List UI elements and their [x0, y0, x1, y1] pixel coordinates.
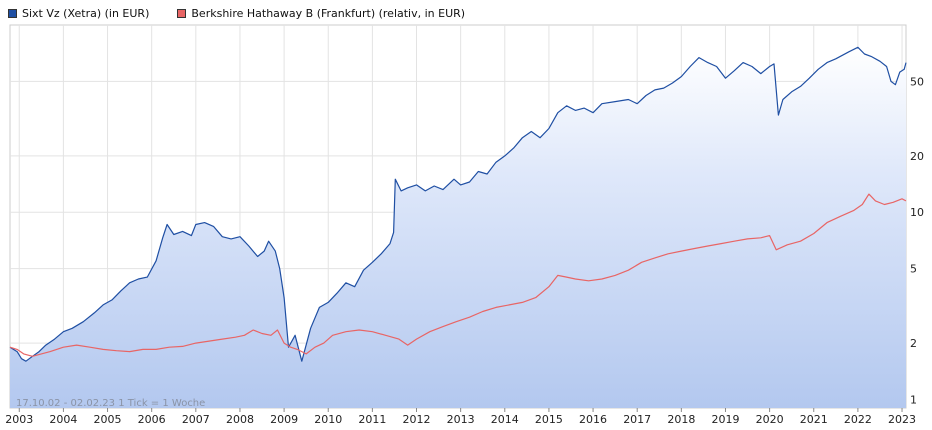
footer-note: 17.10.02 - 02.02.23 1 Tick = 1 Woche: [16, 398, 205, 409]
x-tick-label: 2013: [447, 413, 475, 426]
x-tick-label: 2023: [888, 413, 916, 426]
x-tick-label: 2020: [756, 413, 784, 426]
legend-item-berkshire[interactable]: Berkshire Hathaway B (Frankfurt) (relati…: [177, 7, 465, 20]
legend-label-sixt: Sixt Vz (Xetra) (in EUR): [22, 7, 150, 20]
x-tick-label: 2005: [94, 413, 122, 426]
x-axis: 2003 2004 2005 2006 2007 2008 2009 2010 2011 2012…: [5, 408, 916, 426]
legend-label-berkshire: Berkshire Hathaway B (Frankfurt) (relati…: [191, 7, 466, 20]
legend: Sixt Vz (Xetra) (in EUR) Berkshire Hatha…: [8, 7, 465, 20]
legend-item-sixt[interactable]: Sixt Vz (Xetra) (in EUR): [8, 7, 149, 20]
x-tick-label: 2018: [667, 413, 695, 426]
legend-swatch-berkshire: [177, 9, 187, 18]
y-tick-label: 1: [910, 393, 917, 406]
x-tick-label: 2021: [800, 413, 828, 426]
x-tick-label: 2017: [623, 413, 651, 426]
series-line-0: [9, 46, 907, 362]
x-tick-label: 2011: [358, 413, 386, 426]
y-tick-label: 50: [910, 75, 924, 88]
x-tick-label: 2022: [844, 413, 872, 426]
x-tick-label: 2016: [579, 413, 607, 426]
x-tick-label: 2004: [49, 413, 77, 426]
series-lines: [9, 46, 907, 362]
y-tick-label: 20: [910, 150, 924, 163]
series-areas: [10, 47, 906, 409]
y-tick-label: 5: [910, 263, 917, 276]
legend-swatch-sixt: [8, 9, 17, 18]
x-tick-label: 2008: [226, 413, 254, 426]
x-tick-label: 2012: [403, 413, 431, 426]
y-tick-label: 2: [910, 337, 917, 350]
y-tick-label: 10: [910, 206, 924, 219]
x-tick-label: 2014: [491, 413, 519, 426]
x-tick-label: 2007: [182, 413, 210, 426]
y-axis: 1 2 5 10 20 50: [910, 75, 924, 406]
x-tick-label: 2015: [535, 413, 563, 426]
x-tick-label: 2010: [314, 413, 342, 426]
x-tick-label: 2003: [5, 413, 33, 426]
x-tick-label: 2009: [270, 413, 298, 426]
series-area-0: [10, 47, 906, 409]
x-tick-label: 2019: [711, 413, 739, 426]
series-line-1: [9, 193, 907, 357]
x-tick-label: 2006: [138, 413, 166, 426]
